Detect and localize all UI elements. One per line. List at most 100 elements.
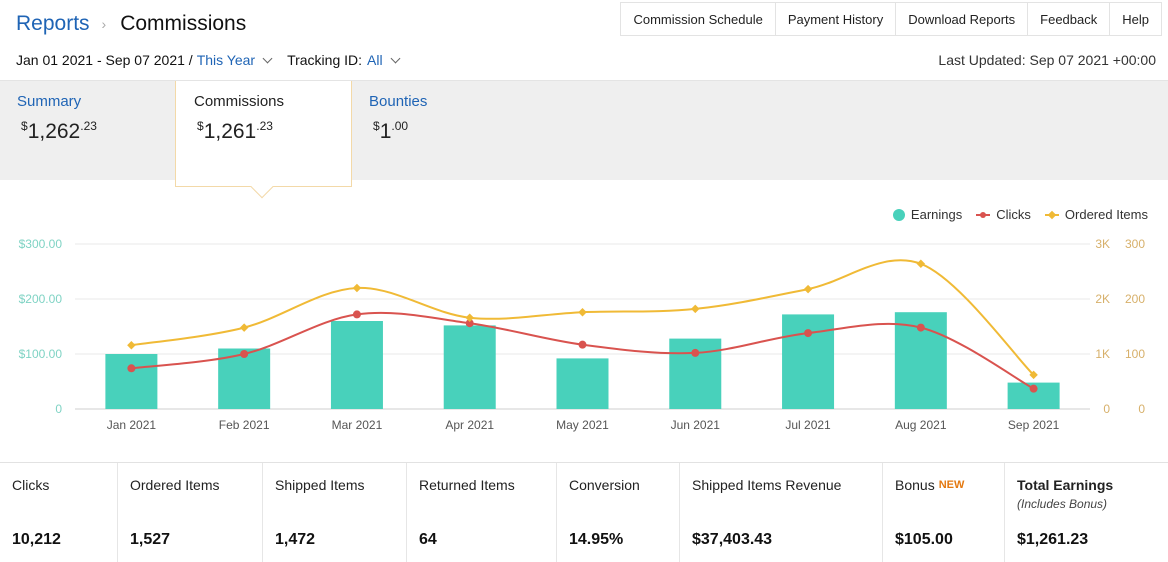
left-axis-tick-label: $100.00 <box>19 347 63 361</box>
help-button[interactable]: Help <box>1109 2 1162 36</box>
tab-commissions[interactable]: Commissions $1,261.23 <box>175 81 352 199</box>
tab-summary[interactable]: Summary $1,262.23 <box>17 81 157 181</box>
earnings-bar <box>556 358 609 409</box>
metric-total-earnings: Total Earnings (Includes Bonus) $1,261.2… <box>1005 463 1168 562</box>
right-axis-clicks-tick-label: 2K <box>1095 292 1110 306</box>
amount-whole: 1,262 <box>27 120 81 143</box>
x-axis-tick-label: Jul 2021 <box>785 418 831 432</box>
chevron-down-icon <box>390 53 401 64</box>
metric-ordered-items: Ordered Items 1,527 <box>118 463 263 562</box>
commissions-chart: Earnings Clicks Ordered Items 0 0 0 $100.00… <box>0 180 1168 462</box>
legend-earnings[interactable]: Earnings <box>892 207 962 222</box>
earnings-bar <box>218 348 271 409</box>
metric-bonus: Bonus NEW $105.00 <box>883 463 1005 562</box>
commission-schedule-button[interactable]: Commission Schedule <box>620 2 775 36</box>
metrics-bar: Clicks 10,212 Ordered Items 1,527 Shippe… <box>0 462 1168 562</box>
amount-whole: 1,261 <box>203 120 257 143</box>
right-axis-clicks-tick-label: 0 <box>1103 402 1110 416</box>
right-axis-items-tick-label: 300 <box>1125 237 1145 251</box>
tab-commissions-title: Commissions <box>194 93 285 110</box>
new-badge: NEW <box>938 479 965 491</box>
tab-bounties[interactable]: Bounties $1.00 <box>369 81 489 181</box>
metric-label: Clicks <box>12 477 50 493</box>
payment-history-button[interactable]: Payment History <box>774 2 896 36</box>
report-nav: Commission Schedule Payment History Down… <box>620 2 1162 36</box>
ordered-items-point <box>352 283 362 293</box>
x-axis-tick-label: Sep 2021 <box>1008 418 1060 432</box>
ordered-items-point <box>803 284 813 294</box>
x-axis-tick-label: Feb 2021 <box>219 418 270 432</box>
amount-cents: .00 <box>391 119 409 133</box>
legend-ordered-items-label: Ordered Items <box>1064 207 1148 222</box>
metric-label: Conversion <box>569 477 640 493</box>
legend-clicks-swatch <box>976 211 991 218</box>
period-value: This Year <box>196 52 256 68</box>
right-axis-items-tick-label: 0 <box>1138 402 1145 416</box>
clicks-point <box>352 310 361 319</box>
currency-symbol: $ <box>21 119 28 133</box>
tab-commissions-amount: $1,261.23 <box>197 119 273 144</box>
metric-label-text: Bonus <box>895 477 935 493</box>
report-header: Reports › Commissions Commission Schedul… <box>0 0 1168 80</box>
metric-label: Shipped Items Revenue <box>692 477 842 493</box>
tracking-id-label: Tracking ID: <box>287 52 363 68</box>
metric-value: $37,403.43 <box>692 531 773 548</box>
metric-sublabel: (Includes Bonus) <box>1017 497 1108 511</box>
metric-value: 14.95% <box>569 531 624 548</box>
legend-clicks[interactable]: Clicks <box>976 207 1031 222</box>
date-range-text: Jan 01 2021 - Sep 07 2021 / <box>16 52 193 68</box>
clicks-point <box>465 319 474 328</box>
left-axis-tick-label: $300.00 <box>19 237 63 251</box>
ordered-items-point <box>691 304 700 314</box>
metric-clicks: Clicks 10,212 <box>0 463 118 562</box>
x-axis-tick-label: Aug 2021 <box>895 418 947 432</box>
metric-value: 1,472 <box>275 531 316 548</box>
metric-returned-items: Returned Items 64 <box>407 463 557 562</box>
x-axis-tick-label: Mar 2021 <box>332 418 383 432</box>
chart-legend: Earnings Clicks Ordered Items <box>879 207 1148 222</box>
metric-shipped-items: Shipped Items 1,472 <box>263 463 407 562</box>
clicks-point <box>578 340 587 349</box>
clicks-point <box>804 329 813 338</box>
tracking-id-value: All <box>367 52 383 68</box>
metric-shipped-items-revenue: Shipped Items Revenue $37,403.43 <box>680 463 883 562</box>
breadcrumb: Reports › Commissions <box>16 12 246 36</box>
x-axis-tick-label: Jan 2021 <box>107 418 157 432</box>
feedback-button[interactable]: Feedback <box>1027 2 1110 36</box>
right-axis-items-tick-label: 100 <box>1125 347 1145 361</box>
legend-ordered-items-swatch <box>1044 210 1059 219</box>
legend-ordered-items[interactable]: Ordered Items <box>1044 207 1148 222</box>
x-axis-tick-label: Apr 2021 <box>445 418 494 432</box>
ordered-items-point <box>578 307 587 317</box>
metric-label: Bonus NEW <box>895 477 964 493</box>
period-dropdown[interactable]: This Year <box>196 52 273 68</box>
chart-plot: 0 0 0 $100.00 1K 100 $200.00 2K 200 $300.00 3K 300 J… <box>19 237 1146 432</box>
download-reports-button[interactable]: Download Reports <box>895 2 1028 36</box>
last-updated-text: Last Updated: Sep 07 2021 +00:00 <box>938 52 1156 68</box>
page-title: Commissions <box>120 12 247 35</box>
earnings-bar <box>330 321 383 409</box>
tab-bounties-amount: $1.00 <box>373 119 408 144</box>
metric-value: 10,212 <box>12 531 61 548</box>
tracking-id-dropdown[interactable]: All <box>367 52 401 68</box>
currency-symbol: $ <box>373 119 380 133</box>
tab-summary-title: Summary <box>17 93 82 110</box>
metric-label: Returned Items <box>419 477 515 493</box>
report-filters: Jan 01 2021 - Sep 07 2021 / This Year Tr… <box>16 52 401 68</box>
breadcrumb-reports-link[interactable]: Reports <box>16 12 90 35</box>
metric-value: 64 <box>419 531 437 548</box>
tab-summary-amount: $1,262.23 <box>21 119 97 144</box>
clicks-point <box>1029 384 1038 393</box>
clicks-point <box>691 348 700 357</box>
ordered-items-point <box>239 323 249 332</box>
breadcrumb-separator-icon: › <box>101 16 107 32</box>
metric-conversion: Conversion 14.95% <box>557 463 680 562</box>
metric-label: Shipped Items <box>275 477 365 493</box>
ordered-items-point <box>1029 370 1038 380</box>
amount-cents: .23 <box>80 119 97 133</box>
tab-bounties-title: Bounties <box>369 93 428 110</box>
ordered-items-point <box>465 313 474 322</box>
amount-whole: 1 <box>379 120 392 143</box>
metric-label: Total Earnings <box>1017 477 1114 493</box>
